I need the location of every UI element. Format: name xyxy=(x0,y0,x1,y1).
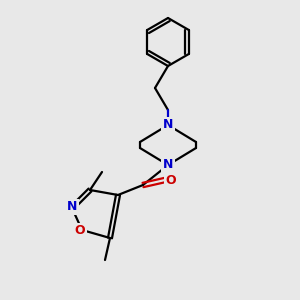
Text: O: O xyxy=(166,173,176,187)
Text: N: N xyxy=(163,158,173,172)
Text: N: N xyxy=(163,118,173,131)
Text: N: N xyxy=(67,200,77,214)
Text: O: O xyxy=(75,224,85,238)
